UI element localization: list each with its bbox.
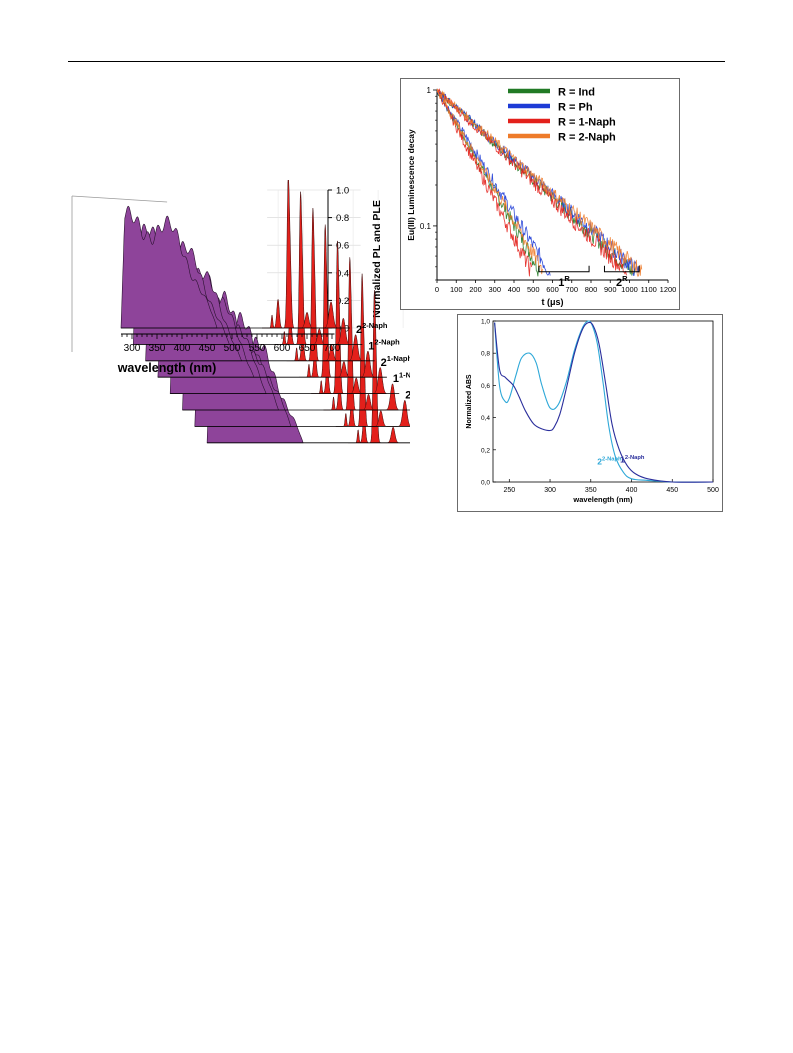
x-tick-label: 100 xyxy=(450,285,463,294)
x-tick-label: 250 xyxy=(503,487,515,494)
legend-label: R = Ph xyxy=(558,102,593,114)
x-tick-label: 700 xyxy=(324,343,341,354)
legend-label: R = 2-Naph xyxy=(558,132,616,144)
z-tick-label: 0.6 xyxy=(336,241,349,252)
abs-spectrum xyxy=(494,321,714,483)
x-tick-label: 650 xyxy=(299,343,316,354)
x-tick-label: 1100 xyxy=(641,285,657,294)
x-axis-title: t (μs) xyxy=(541,297,563,307)
z-axis-title: Normalized PL and PLE xyxy=(371,200,383,318)
decay-trace xyxy=(436,88,627,276)
y-tick-label: 0,0 xyxy=(481,480,490,487)
x-tick-label: 400 xyxy=(508,285,521,294)
series-label: 21-Naph xyxy=(381,354,410,369)
x-tick-label: 350 xyxy=(149,343,166,354)
series-label: 2Ph xyxy=(405,387,410,402)
series-label: 12-Naph xyxy=(368,337,400,352)
series-label: 22-Naph xyxy=(597,456,622,466)
x-tick-label: 550 xyxy=(249,343,266,354)
decay-trace xyxy=(436,88,543,275)
x-tick-label: 900 xyxy=(604,285,617,294)
x-tick-label: 500 xyxy=(707,487,719,494)
y-tick-label: 1 xyxy=(427,86,432,95)
y-tick-label: 0,8 xyxy=(481,351,490,358)
plot-area xyxy=(492,320,714,483)
x-tick-label: 450 xyxy=(666,487,678,494)
bracket-label: 2R xyxy=(616,274,628,289)
page-header-rule xyxy=(68,61,725,62)
x-tick-label: 300 xyxy=(544,487,556,494)
x-tick-label: 450 xyxy=(199,343,216,354)
x-tick-label: 700 xyxy=(565,285,578,294)
bracket-label: 1R xyxy=(558,274,570,289)
x-tick-label: 500 xyxy=(224,343,241,354)
x-axis-title: wavelength (nm) xyxy=(572,495,633,504)
y-axis-title: Normalized ABS xyxy=(466,374,473,429)
x-tick-label: 300 xyxy=(124,343,141,354)
z-tick-label: 1.0 xyxy=(336,186,349,197)
x-axis-title: wavelength (nm) xyxy=(117,361,217,375)
absorption-chart: 250 300 350 400 450 500 0,0 0,2 0,4 0,6 0,8 1,0 Norm… xyxy=(457,314,723,512)
y-tick-label: 0,2 xyxy=(481,447,490,454)
z-tick-label: 0.2 xyxy=(336,296,349,307)
x-tick-label: 1000 xyxy=(621,285,638,294)
x-tick-label: 300 xyxy=(488,285,501,294)
series-label: 12-Naph xyxy=(620,455,645,465)
abs-spectrum xyxy=(494,320,714,483)
abs-chart-frame xyxy=(457,314,723,512)
group-bracket xyxy=(603,265,640,273)
group-bracket xyxy=(538,265,590,273)
y-tick-label: 0,4 xyxy=(481,415,490,422)
y-axis-title: Eu(III) Luminescence decay xyxy=(406,129,416,241)
x-tick-label: 800 xyxy=(585,285,598,294)
decay-trace xyxy=(436,88,643,278)
ple-spectrum xyxy=(120,205,218,329)
luminescence-decay-chart: 0 100 200 300 400 500 600 700 800 900 1000 1100 1200… xyxy=(400,78,680,310)
x-tick-label: 1200 xyxy=(660,285,677,294)
legend-label: R = 1-Naph xyxy=(558,117,616,129)
x-tick-label: 350 xyxy=(585,487,597,494)
y-tick-label: 0,6 xyxy=(481,383,490,390)
decay-trace xyxy=(437,88,533,277)
x-tick-label: 500 xyxy=(527,285,540,294)
z-tick-label: 0.8 xyxy=(336,213,349,224)
z-tick-label: 0.4 xyxy=(336,268,349,279)
x-tick-label: 600 xyxy=(274,343,291,354)
decay-trace xyxy=(436,89,551,276)
x-tick-label: 0 xyxy=(435,285,439,294)
y-tick-label: 1,0 xyxy=(481,319,490,326)
x-tick-label: 600 xyxy=(546,285,559,294)
x-tick-label: 400 xyxy=(174,343,191,354)
wall-edge-top xyxy=(71,195,168,203)
series-label: 22-Naph xyxy=(356,321,388,336)
legend-label: R = Ind xyxy=(558,87,595,99)
y-tick-label: 0.1 xyxy=(420,222,432,231)
x-tick-label: 400 xyxy=(626,487,638,494)
x-tick-label: 200 xyxy=(469,285,482,294)
series-label: 11-Naph xyxy=(393,370,410,385)
